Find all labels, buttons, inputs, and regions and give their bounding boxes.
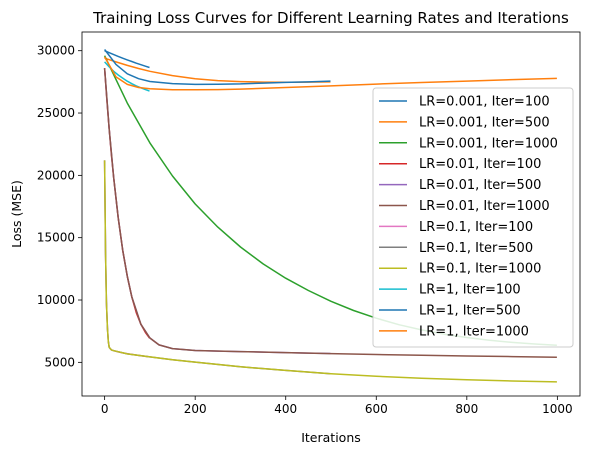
series-line-12 [103, 56, 557, 91]
series-line-1 [104, 50, 150, 69]
legend-label: LR=0.01, Iter=500 [419, 178, 541, 193]
x-axis-label: Iterations [301, 430, 361, 445]
legend-label: LR=1, Iter=100 [419, 283, 521, 298]
axis-ticks: 0 200 400 600 800 1000 5000 10000 15000 20000 2500… [37, 44, 573, 416]
y-tick-label: 10000 [37, 293, 75, 307]
legend-label: LR=0.01, Iter=100 [419, 157, 541, 172]
y-tick-label: 20000 [37, 168, 75, 182]
plot-area [103, 49, 557, 383]
series-line-5 [103, 68, 331, 355]
y-tick-label: 5000 [44, 355, 75, 369]
legend-label: LR=0.1, Iter=100 [419, 220, 533, 235]
legend-label: LR=0.1, Iter=500 [419, 241, 533, 256]
series-line-10 [104, 61, 150, 92]
chart-title: Training Loss Curves for Different Learn… [92, 9, 569, 27]
plot-frame [81, 31, 581, 397]
series-line-6 [103, 68, 557, 358]
series-line-4 [103, 68, 151, 339]
x-tick-label: 600 [365, 402, 388, 416]
x-tick-label: 0 [101, 402, 109, 416]
x-tick-label: 400 [274, 402, 297, 416]
legend-label: LR=0.001, Iter=500 [419, 115, 550, 130]
series-line-8 [103, 160, 331, 375]
x-tick-label: 200 [184, 402, 207, 416]
legend-label: LR=1, Iter=1000 [419, 324, 529, 339]
legend-label: LR=0.001, Iter=1000 [419, 136, 558, 151]
y-tick-label: 25000 [37, 106, 75, 120]
y-axis-label: Loss (MSE) [9, 180, 24, 248]
series-line-11 [104, 49, 331, 86]
legend: LR=0.001, Iter=100 LR=0.001, Iter=500 LR=0… [372, 87, 574, 348]
x-tick-label: 800 [455, 402, 478, 416]
legend-label: LR=1, Iter=500 [419, 304, 521, 319]
y-tick-label: 30000 [37, 44, 75, 58]
x-tick-label: 1000 [542, 402, 573, 416]
series-line-9 [103, 160, 557, 383]
legend-label: LR=0.001, Iter=100 [419, 95, 550, 110]
legend-box [372, 87, 574, 348]
legend-label: LR=0.01, Iter=1000 [419, 199, 550, 214]
y-tick-label: 15000 [37, 231, 75, 245]
legend-label: LR=0.1, Iter=1000 [419, 262, 541, 277]
